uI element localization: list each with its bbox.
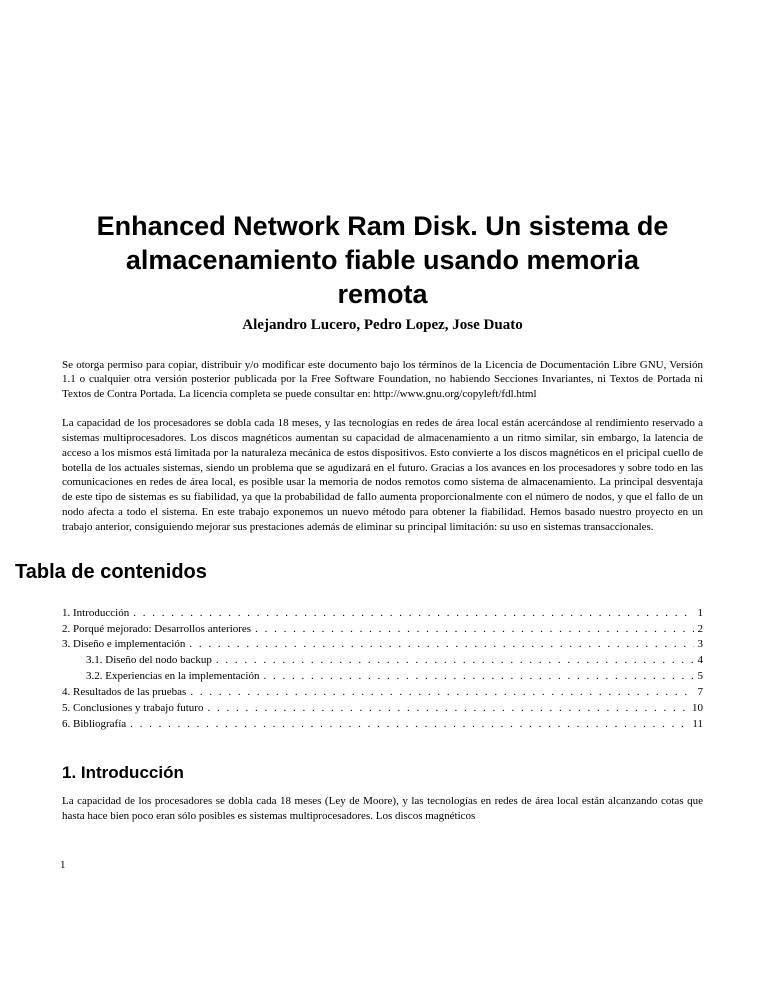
section-heading-introduction: 1. Introducción xyxy=(60,762,705,785)
toc-leader xyxy=(260,669,694,684)
table-of-contents: 1. Introducción 1 2. Porqué mejorado: De… xyxy=(60,606,705,732)
toc-entry: 3. Diseño e implementación 3 xyxy=(62,637,703,652)
license-text: Se otorga permiso para copiar, distribui… xyxy=(60,358,705,403)
toc-page: 1 xyxy=(694,606,704,621)
toc-leader xyxy=(126,717,688,732)
toc-label: 3. Diseño e implementación xyxy=(62,637,185,652)
toc-label: 2. Porqué mejorado: Desarrollos anterior… xyxy=(62,622,251,637)
toc-label: 3.1. Diseño del nodo backup xyxy=(86,653,212,668)
toc-page: 3 xyxy=(694,637,704,652)
toc-leader xyxy=(185,637,693,652)
toc-entry: 6. Bibliografía 11 xyxy=(62,717,703,732)
toc-leader xyxy=(212,653,694,668)
paper-title: Enhanced Network Ram Disk. Un sistema de… xyxy=(60,210,705,311)
toc-label: 4. Resultados de las pruebas xyxy=(62,685,186,700)
toc-label: 1. Introducción xyxy=(62,606,129,621)
toc-leader xyxy=(203,701,688,716)
toc-label: 5. Conclusiones y trabajo futuro xyxy=(62,701,203,716)
toc-label: 6. Bibliografía xyxy=(62,717,126,732)
toc-entry: 2. Porqué mejorado: Desarrollos anterior… xyxy=(62,622,703,637)
toc-entry: 4. Resultados de las pruebas 7 xyxy=(62,685,703,700)
toc-page: 10 xyxy=(688,701,703,716)
toc-page: 7 xyxy=(694,685,704,700)
paper-authors: Alejandro Lucero, Pedro Lopez, Jose Duat… xyxy=(60,315,705,335)
toc-entry: 5. Conclusiones y trabajo futuro 10 xyxy=(62,701,703,716)
section-body-introduction: La capacidad de los procesadores se dobl… xyxy=(60,794,705,824)
toc-leader xyxy=(251,622,693,637)
toc-heading: Tabla de contenidos xyxy=(15,559,705,586)
toc-entry: 3.1. Diseño del nodo backup 4 xyxy=(62,653,703,668)
toc-entry: 1. Introducción 1 xyxy=(62,606,703,621)
toc-page: 5 xyxy=(694,669,704,684)
toc-leader xyxy=(129,606,693,621)
toc-label: 3.2. Experiencias en la implementación xyxy=(86,669,260,684)
toc-page: 11 xyxy=(688,717,703,732)
page-number: 1 xyxy=(60,858,705,873)
toc-page: 4 xyxy=(694,653,704,668)
toc-entry: 3.2. Experiencias en la implementación 5 xyxy=(62,669,703,684)
toc-page: 2 xyxy=(694,622,704,637)
abstract-text: La capacidad de los procesadores se dobl… xyxy=(60,416,705,535)
toc-leader xyxy=(186,685,693,700)
